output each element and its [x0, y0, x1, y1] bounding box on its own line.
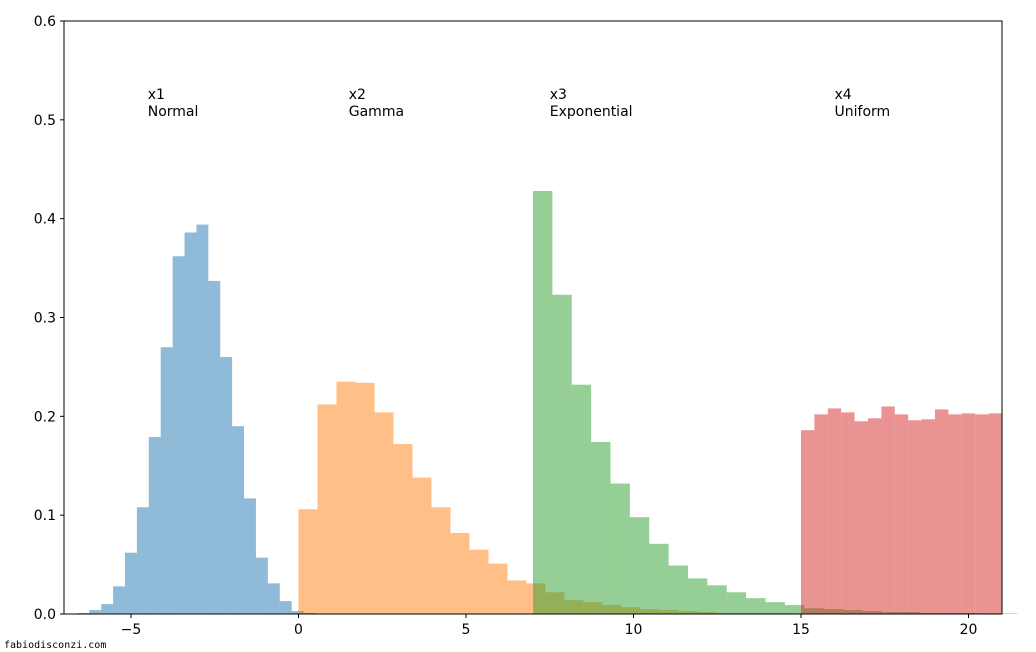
y-tick-label: 0.6 — [34, 14, 56, 30]
bar-x3-4 — [610, 483, 630, 614]
bar-x3-13 — [784, 605, 805, 614]
bar-x2-8 — [450, 532, 470, 614]
bar-x1-7 — [160, 347, 173, 614]
bar-x3-8 — [687, 578, 708, 614]
annotation-x4-line-0: x4 — [835, 87, 852, 103]
x-tick-label: −5 — [121, 622, 142, 638]
bar-x2-7 — [431, 507, 451, 614]
x-tick-label: 10 — [625, 622, 643, 638]
bar-x4-7 — [894, 414, 909, 614]
bar-x1-4 — [125, 552, 137, 614]
series-x4 — [801, 406, 1002, 614]
annotation-x2-line-0: x2 — [349, 87, 366, 103]
bar-x3-3 — [591, 442, 611, 614]
bar-x1-8 — [172, 256, 185, 614]
bar-x1-18 — [291, 611, 304, 614]
bar-x4-11 — [948, 414, 962, 614]
bar-x1-2 — [101, 604, 114, 614]
bar-x3-5 — [629, 517, 650, 614]
bar-x1-15 — [255, 557, 268, 614]
y-tick-label: 0.5 — [34, 113, 56, 129]
bar-x4-4 — [854, 421, 868, 614]
bar-x1-1 — [89, 610, 102, 614]
bar-x1-17 — [279, 601, 292, 614]
histogram-bars — [77, 190, 1018, 614]
bar-x1-9 — [184, 232, 197, 614]
bar-x3-6 — [649, 543, 669, 614]
bar-x4-5 — [868, 418, 882, 614]
bar-x2-0 — [298, 509, 318, 614]
x-tick-label: 0 — [294, 622, 303, 638]
bar-x3-11 — [746, 598, 766, 614]
bar-x1-11 — [208, 280, 221, 614]
bar-x4-0 — [801, 430, 815, 614]
bar-x2-1 — [317, 404, 337, 614]
bar-x3-9 — [707, 585, 727, 614]
bar-x4-10 — [935, 409, 949, 614]
annotation-x4-line-1: Uniform — [835, 104, 891, 120]
y-tick-label: 0.3 — [34, 311, 56, 327]
y-tick-label: 0.4 — [34, 212, 56, 228]
annotation-x1-line-0: x1 — [148, 87, 165, 103]
bar-x1-13 — [232, 426, 245, 614]
bar-x2-10 — [488, 563, 508, 614]
bar-x3-2 — [571, 384, 592, 614]
watermark-text: fabiodisconzi.com — [4, 640, 107, 651]
y-tick-label: 0.1 — [34, 508, 56, 524]
y-tick-label: 0.0 — [34, 607, 56, 623]
bar-x4-2 — [827, 408, 842, 614]
bar-x2-5 — [393, 444, 413, 614]
bar-x4-12 — [961, 413, 976, 614]
bar-x2-9 — [469, 549, 489, 614]
annotation-x3-line-1: Exponential — [550, 104, 633, 120]
bar-x4-3 — [841, 412, 855, 614]
bar-x2-6 — [412, 477, 432, 614]
bar-x4-8 — [908, 420, 922, 614]
bar-x3-10 — [726, 592, 747, 614]
series-x3 — [533, 190, 1018, 614]
x-tick-label: 20 — [960, 622, 978, 638]
bar-x2-11 — [507, 580, 527, 614]
bar-x4-1 — [814, 414, 828, 614]
bar-x1-6 — [148, 437, 161, 614]
x-tick-label: 5 — [462, 622, 471, 638]
bar-x1-5 — [136, 507, 149, 614]
bar-x4-6 — [881, 406, 895, 614]
bar-x2-3 — [355, 382, 375, 614]
bar-x1-10 — [196, 224, 209, 614]
bar-x4-13 — [975, 414, 989, 614]
bar-x3-7 — [668, 565, 688, 614]
series-x1 — [77, 224, 316, 614]
bar-x1-16 — [267, 583, 280, 614]
x-tick-label: 15 — [792, 622, 810, 638]
bar-x4-14 — [988, 413, 1002, 614]
bar-x2-4 — [374, 412, 394, 614]
bar-x2-2 — [336, 381, 356, 614]
bar-x4-9 — [921, 419, 935, 614]
bar-x1-3 — [113, 586, 126, 614]
annotation-x1-line-1: Normal — [148, 104, 199, 120]
bar-x3-1 — [552, 294, 572, 614]
x-axis: −5 0 5 10 15 20 — [121, 614, 978, 638]
bar-x1-14 — [244, 498, 256, 614]
bar-x3-24 — [997, 613, 1018, 614]
y-tick-label: 0.2 — [34, 409, 56, 425]
y-axis: 0.0 0.1 0.2 0.3 0.4 0.5 0.6 — [34, 14, 64, 623]
bar-x3-12 — [765, 602, 785, 614]
bar-x1-12 — [220, 357, 233, 614]
bar-x3-0 — [533, 190, 553, 614]
annotation-x2-line-1: Gamma — [349, 104, 404, 120]
annotation-x3-line-0: x3 — [550, 87, 567, 103]
